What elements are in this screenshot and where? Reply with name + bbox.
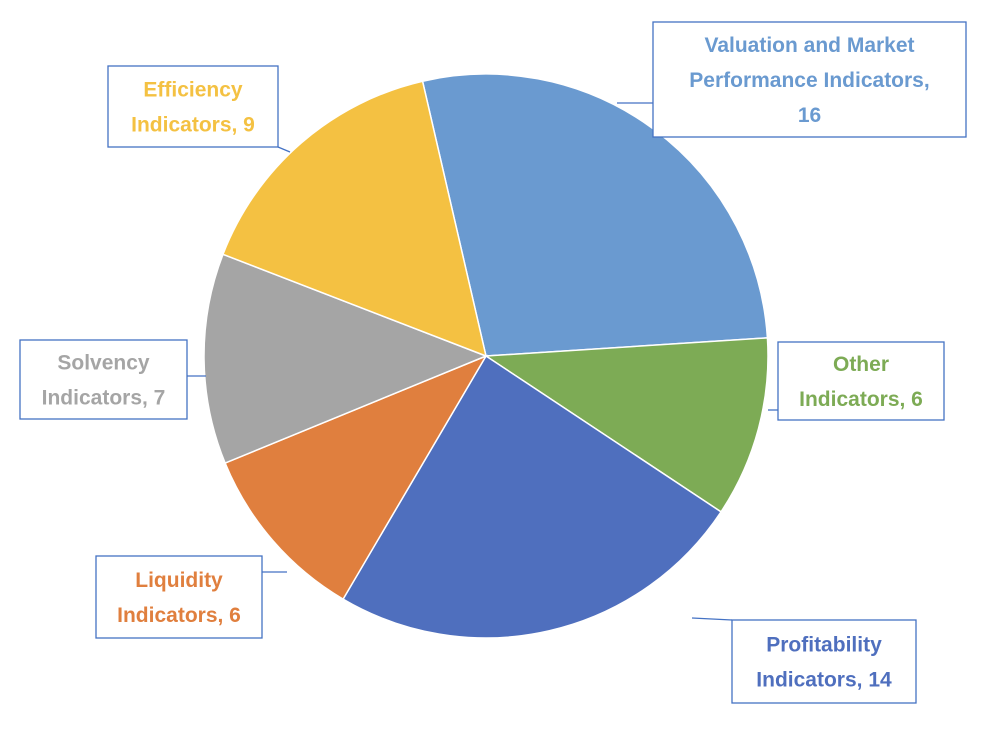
- data-label: Indicators, 6: [799, 388, 923, 411]
- callout-box: [652, 21, 967, 138]
- data-label: Valuation and Market: [704, 34, 914, 57]
- callout-efficiency-indicators: Efficiency Indicators, 9: [107, 65, 291, 153]
- callout-solvency-indicators: Solvency Indicators, 7: [19, 339, 206, 420]
- pie-slice-efficiency-indicators: [222, 80, 488, 358]
- data-label: 16: [798, 104, 821, 127]
- data-label: Liquidity: [135, 569, 223, 592]
- callout-box: [19, 339, 188, 420]
- callout-box: [731, 619, 917, 704]
- pie-slice-profitability-indicators: [342, 354, 723, 639]
- callout-box: [777, 341, 945, 421]
- pie-slices: [203, 73, 769, 639]
- callout-pointer: [691, 617, 733, 621]
- data-label: Solvency: [57, 351, 150, 374]
- callout-valuation-and-market-performance-indicators: Valuation and Market Performance Indicato…: [617, 21, 967, 138]
- callout-box: [95, 555, 263, 639]
- callout-box: [107, 65, 279, 148]
- pie-slice-solvency-indicators: [203, 253, 489, 465]
- callout-profitability-indicators: Profitability Indicators, 14: [691, 617, 917, 704]
- callout-liquidity-indicators: Liquidity Indicators, 6: [95, 555, 287, 639]
- data-label: Indicators, 6: [117, 604, 241, 627]
- callout-other-indicators: Other Indicators, 6: [768, 341, 945, 421]
- pie-slice-other-indicators: [483, 337, 769, 513]
- data-label: Indicators, 14: [756, 668, 892, 691]
- callout-pointer: [277, 146, 291, 153]
- data-label: Other: [833, 353, 889, 376]
- data-label: Indicators, 9: [131, 113, 255, 136]
- data-label: Indicators, 7: [42, 386, 166, 409]
- pie-slice-liquidity-indicators: [224, 354, 488, 601]
- pie-callouts: Valuation and Market Performance Indicato…: [19, 21, 967, 704]
- data-label: Efficiency: [143, 78, 243, 101]
- data-label: Profitability: [766, 633, 882, 656]
- data-label: Performance Indicators,: [689, 69, 929, 92]
